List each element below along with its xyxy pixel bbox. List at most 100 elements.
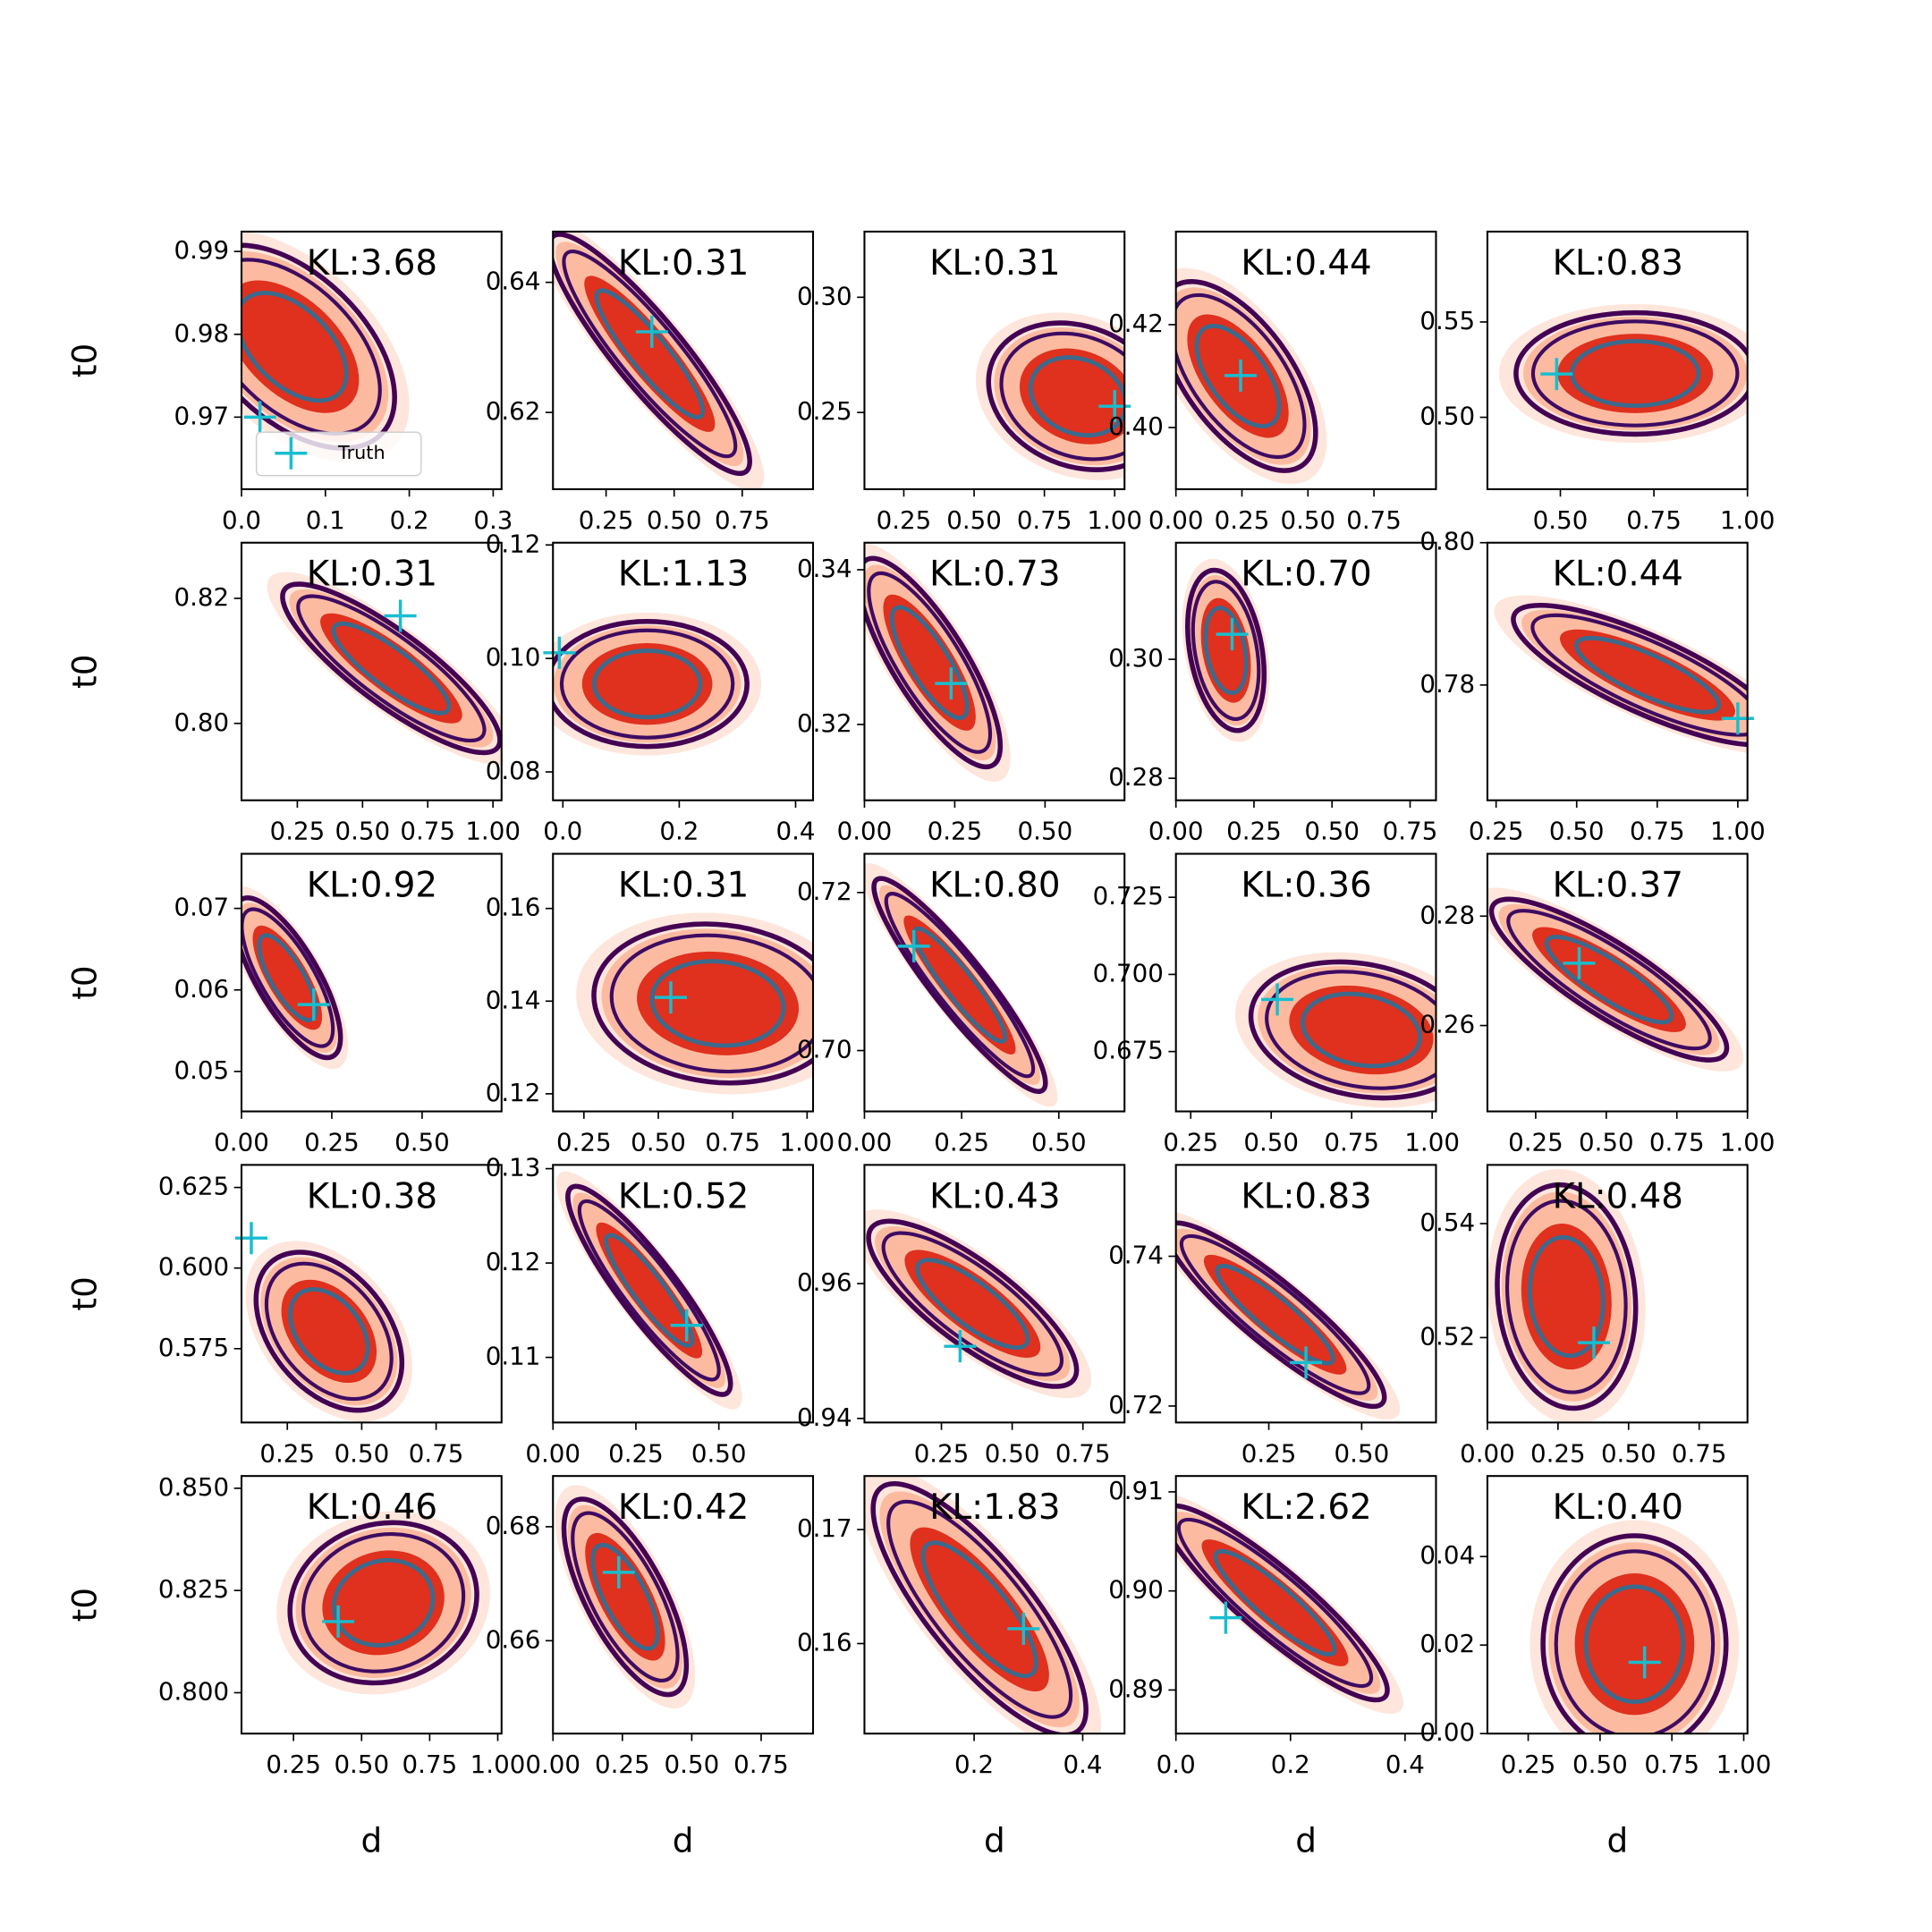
subplot-title: KL:1.83 — [929, 1487, 1060, 1528]
truth-marker — [935, 667, 968, 700]
contour-line — [559, 628, 735, 740]
y-tick-label: 0.97 — [174, 401, 229, 430]
y-tick-label: 0.07 — [174, 893, 229, 922]
x-tick-label: 0.50 — [691, 1438, 747, 1468]
subplot-title: KL:3.68 — [307, 243, 437, 284]
subplot: 0.00 0.25 0.50 0.75 0.28 0.30 KL:0.70 — [1108, 541, 1437, 846]
x-tick-label: 0.2 — [659, 817, 699, 846]
contour-line — [561, 1496, 690, 1698]
axes-frame — [1486, 541, 1749, 801]
contour-line — [253, 1250, 405, 1413]
x-tick-label: 0.75 — [705, 1128, 760, 1157]
contour-line — [1504, 1199, 1628, 1394]
density-fill — [1203, 1254, 1347, 1375]
y-axis-label: t0 — [64, 965, 104, 999]
subplot-title: KL:0.83 — [1553, 243, 1683, 284]
legend-marker — [275, 436, 308, 470]
x-tick-label: 1.00 — [465, 817, 521, 846]
truth-marker — [297, 988, 330, 1021]
contour-line — [609, 933, 813, 1074]
contour-line — [1191, 580, 1261, 722]
density — [553, 231, 765, 489]
x-tick-label: 0.00 — [1460, 1438, 1515, 1468]
subplot-title: KL:0.40 — [1553, 1487, 1683, 1528]
contour-line — [1301, 991, 1422, 1069]
subplot: 0.25 0.50 0.75 0.575 0.600 0.625 KL:0.38 t0 — [64, 1164, 503, 1468]
truth-marker — [1261, 983, 1294, 1016]
x-tick-label: 0.50 — [1572, 1750, 1628, 1779]
subplot: 0.00 0.25 0.50 0.32 0.34 KL:0.73 — [797, 541, 1126, 846]
x-tick-label: 0.75 — [1649, 1128, 1705, 1157]
density — [1175, 1209, 1401, 1420]
legend-label: Truth — [337, 442, 386, 463]
subplot: 0.00 0.25 0.50 0.75 0.52 0.54 KL:0.48 — [1419, 1164, 1749, 1468]
x-tick-label: 0.50 — [1304, 817, 1360, 846]
y-tick-label: 0.28 — [1419, 900, 1475, 929]
contour-line — [1488, 896, 1730, 1063]
truth-marker — [243, 401, 276, 434]
x-tick-label: 0.50 — [1579, 1128, 1634, 1157]
subplot-title: KL:0.37 — [1553, 865, 1683, 905]
x-tick-label: 0.50 — [631, 1128, 686, 1157]
contour-line — [1175, 279, 1318, 473]
contour-line — [1544, 935, 1674, 1025]
density — [242, 231, 410, 463]
x-tick-label: 0.50 — [1280, 505, 1335, 535]
x-axis-label: d — [984, 1821, 1005, 1860]
y-tick-label: 0.90 — [1108, 1575, 1164, 1605]
axes-frame — [863, 230, 1126, 490]
truth-marker — [1577, 1326, 1610, 1360]
legend-box — [255, 431, 422, 477]
subplot-title: KL:0.83 — [1241, 1176, 1371, 1216]
x-tick-label: 0.75 — [1630, 817, 1685, 846]
subplot-title: KL:0.44 — [1241, 243, 1371, 284]
contour-line — [565, 1183, 733, 1397]
contour-line — [1495, 1182, 1639, 1411]
subplot-title: KL:0.52 — [618, 1176, 749, 1216]
truth-marker — [635, 315, 668, 348]
contour-line — [331, 1557, 436, 1648]
subplot: 0.25 0.50 0.72 0.74 KL:0.83 — [1108, 1164, 1437, 1468]
density-fill — [904, 1250, 1041, 1358]
contour-line — [257, 933, 318, 1022]
x-tick-label: 0.25 — [1241, 1438, 1297, 1468]
contour-line — [864, 555, 1004, 770]
contour-line — [591, 921, 813, 1086]
contour-line — [1176, 1517, 1374, 1689]
x-tick-label: 0.25 — [1469, 817, 1524, 846]
contour-line — [1530, 613, 1748, 737]
axes-frame — [240, 1164, 503, 1424]
y-tick-label: 0.52 — [1419, 1321, 1475, 1351]
x-tick-label: 1.00 — [1716, 1750, 1772, 1779]
x-tick-label: 0.75 — [402, 1750, 458, 1779]
truth-marker — [670, 1309, 703, 1342]
contour-line — [649, 959, 786, 1048]
contour-line — [280, 581, 502, 756]
axes-frame — [552, 1475, 815, 1735]
contour-line — [881, 1231, 1064, 1377]
subplot: 0.00 0.25 0.50 0.75 0.40 0.42 KL:0.44 — [1108, 230, 1437, 535]
x-tick-label: 0.2 — [1271, 1750, 1310, 1779]
axes-frame — [863, 1475, 1126, 1735]
contour-line — [1215, 1263, 1335, 1366]
x-tick-label: 0.50 — [394, 1128, 450, 1157]
truth-marker — [897, 929, 930, 962]
subplot-title: KL:0.38 — [307, 1176, 437, 1216]
x-tick-label: 0.75 — [1055, 1438, 1111, 1468]
x-tick-label: 0.00 — [525, 1438, 580, 1468]
y-tick-label: 0.06 — [174, 974, 229, 1004]
y-tick-label: 0.91 — [1108, 1476, 1164, 1505]
y-tick-label: 0.25 — [797, 396, 852, 426]
y-tick-label: 0.68 — [486, 1511, 541, 1540]
subplot: 0.0 0.2 0.4 0.08 0.10 0.12 KL:1.13 — [486, 529, 816, 845]
x-tick-label: 0.25 — [579, 505, 634, 535]
x-tick-label: 0.25 — [1530, 1438, 1586, 1468]
x-tick-label: 0.75 — [400, 817, 455, 846]
x-tick-label: 0.0 — [1157, 1750, 1196, 1779]
x-tick-label: 0.2 — [390, 505, 429, 535]
x-tick-label: 0.50 — [665, 1750, 720, 1779]
contour-line — [1513, 309, 1748, 437]
x-tick-label: 0.50 — [335, 817, 390, 846]
density-fill — [903, 915, 1016, 1055]
x-tick-label: 0.50 — [334, 1750, 389, 1779]
